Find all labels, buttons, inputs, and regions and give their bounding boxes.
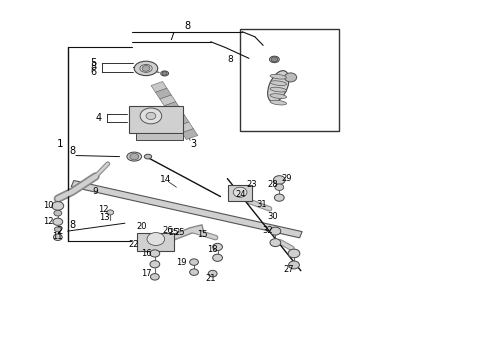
Text: 8: 8 xyxy=(70,146,75,156)
Ellipse shape xyxy=(268,71,289,102)
Polygon shape xyxy=(155,88,172,99)
Ellipse shape xyxy=(145,154,152,159)
Text: 18: 18 xyxy=(207,245,218,253)
Circle shape xyxy=(273,176,285,184)
Circle shape xyxy=(130,153,139,160)
Ellipse shape xyxy=(161,71,169,76)
Polygon shape xyxy=(173,115,189,126)
Circle shape xyxy=(142,66,150,71)
Ellipse shape xyxy=(270,100,287,105)
Circle shape xyxy=(213,243,222,251)
Circle shape xyxy=(150,250,160,257)
Circle shape xyxy=(190,269,198,275)
Ellipse shape xyxy=(134,61,158,76)
Circle shape xyxy=(270,227,281,235)
Polygon shape xyxy=(151,81,167,92)
Bar xyxy=(129,106,183,133)
Circle shape xyxy=(150,274,159,280)
Text: 19: 19 xyxy=(176,258,187,267)
Text: 24: 24 xyxy=(236,190,246,199)
Text: 5: 5 xyxy=(90,58,96,68)
Polygon shape xyxy=(164,102,180,113)
Text: 2: 2 xyxy=(56,226,63,236)
Circle shape xyxy=(288,249,300,258)
Text: 8: 8 xyxy=(227,55,233,64)
Text: 22: 22 xyxy=(128,240,139,248)
Text: 20: 20 xyxy=(137,222,147,231)
Circle shape xyxy=(271,57,278,62)
Polygon shape xyxy=(71,180,302,238)
Text: 1: 1 xyxy=(56,139,63,149)
Text: 25: 25 xyxy=(174,228,185,237)
Circle shape xyxy=(289,261,299,269)
Polygon shape xyxy=(169,108,185,119)
Text: 27: 27 xyxy=(284,265,294,274)
Circle shape xyxy=(213,254,222,261)
Bar xyxy=(137,233,174,251)
Text: 15: 15 xyxy=(196,230,207,239)
Ellipse shape xyxy=(270,87,287,92)
Circle shape xyxy=(54,210,62,216)
Ellipse shape xyxy=(270,56,279,63)
Text: 25: 25 xyxy=(168,228,179,237)
Circle shape xyxy=(52,202,64,210)
Circle shape xyxy=(270,239,281,247)
Circle shape xyxy=(107,210,114,215)
Circle shape xyxy=(233,187,247,197)
Text: 8: 8 xyxy=(90,62,96,72)
Text: 13: 13 xyxy=(99,213,110,222)
Text: 11: 11 xyxy=(52,232,63,241)
Circle shape xyxy=(162,72,167,75)
Circle shape xyxy=(53,218,63,225)
Ellipse shape xyxy=(284,73,296,82)
Circle shape xyxy=(54,227,61,232)
Polygon shape xyxy=(177,122,194,133)
Ellipse shape xyxy=(270,74,287,79)
Circle shape xyxy=(208,270,217,277)
Text: 17: 17 xyxy=(141,269,152,278)
Text: 28: 28 xyxy=(267,180,278,189)
Text: 4: 4 xyxy=(96,113,102,123)
Ellipse shape xyxy=(127,152,142,161)
Bar xyxy=(228,185,252,201)
Bar xyxy=(136,133,183,140)
Text: 29: 29 xyxy=(281,174,292,183)
Text: 23: 23 xyxy=(246,180,257,189)
Text: 30: 30 xyxy=(267,212,278,221)
Circle shape xyxy=(147,233,165,246)
Circle shape xyxy=(190,259,198,265)
Text: 12: 12 xyxy=(43,217,53,226)
Text: 7: 7 xyxy=(169,32,174,42)
Text: 31: 31 xyxy=(256,200,267,209)
Ellipse shape xyxy=(140,64,152,72)
Ellipse shape xyxy=(270,81,287,86)
Text: 10: 10 xyxy=(43,202,53,210)
Polygon shape xyxy=(182,129,198,140)
Circle shape xyxy=(53,234,62,240)
Text: 9: 9 xyxy=(92,187,98,196)
Text: 12: 12 xyxy=(98,205,108,214)
Circle shape xyxy=(274,194,284,201)
Circle shape xyxy=(275,184,284,190)
Text: 32: 32 xyxy=(262,226,273,235)
Circle shape xyxy=(146,112,156,120)
Text: 16: 16 xyxy=(141,249,152,258)
Text: 6: 6 xyxy=(90,67,96,77)
Text: 3: 3 xyxy=(191,139,196,149)
Bar xyxy=(240,29,339,131)
Text: 8: 8 xyxy=(184,21,190,31)
Text: 21: 21 xyxy=(205,274,216,283)
Circle shape xyxy=(140,108,162,124)
Polygon shape xyxy=(160,95,176,106)
Ellipse shape xyxy=(270,94,287,99)
Circle shape xyxy=(150,261,160,268)
Text: 14: 14 xyxy=(160,175,172,184)
Text: 8: 8 xyxy=(70,220,75,230)
Text: 26: 26 xyxy=(162,226,173,235)
